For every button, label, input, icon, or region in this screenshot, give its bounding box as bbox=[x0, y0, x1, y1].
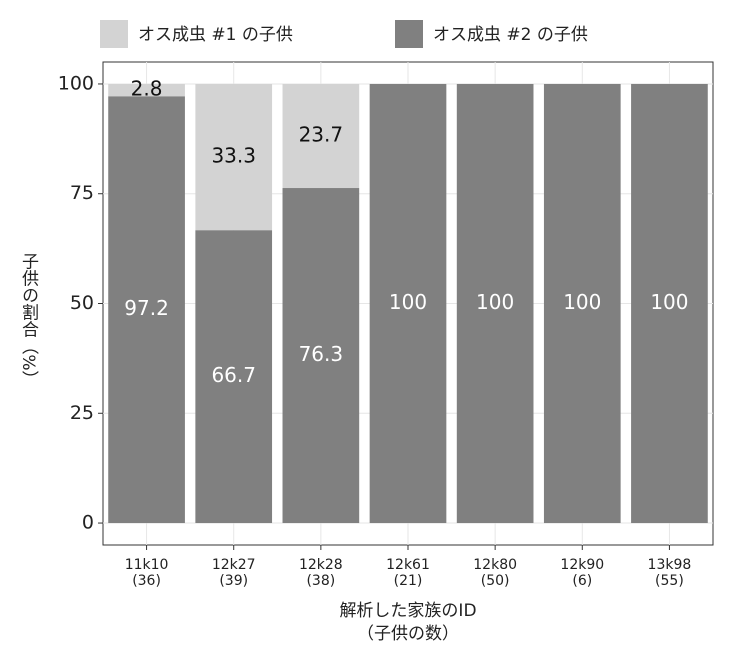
bar-segment bbox=[108, 96, 185, 524]
value-label: 23.7 bbox=[299, 122, 344, 146]
legend-swatch bbox=[100, 20, 128, 48]
bar-segment bbox=[282, 188, 360, 524]
x-axis-title: 解析した家族のID bbox=[339, 601, 476, 621]
value-label: 97.2 bbox=[124, 296, 169, 320]
y-axis-title: 子供の割合（%） bbox=[18, 252, 39, 387]
legend-label: オス成虫 #1 の子供 bbox=[138, 25, 293, 45]
bar-segment bbox=[456, 83, 534, 524]
x-tick-label: (36) bbox=[132, 573, 161, 589]
bar-segment bbox=[195, 230, 273, 524]
value-label: 100 bbox=[650, 290, 688, 314]
y-tick-label: 50 bbox=[70, 292, 94, 314]
y-tick-label: 0 bbox=[82, 512, 94, 534]
value-label: 100 bbox=[389, 290, 427, 314]
y-tick-label: 100 bbox=[58, 72, 94, 94]
x-axis-title: （子供の数） bbox=[357, 624, 459, 644]
legend-label: オス成虫 #2 の子供 bbox=[433, 25, 588, 45]
bar-segment bbox=[195, 83, 273, 231]
x-tick-label: 12k28 bbox=[299, 557, 343, 573]
x-tick-label: (38) bbox=[306, 573, 335, 589]
x-tick-label: (6) bbox=[572, 573, 592, 589]
bar-segment bbox=[282, 83, 360, 189]
y-tick-label: 25 bbox=[70, 402, 94, 424]
x-tick-label: (39) bbox=[219, 573, 248, 589]
x-tick-label: 12k27 bbox=[212, 557, 256, 573]
x-tick-label: (21) bbox=[394, 573, 423, 589]
y-tick-label: 75 bbox=[70, 182, 94, 204]
x-tick-label: 12k90 bbox=[560, 557, 604, 573]
value-label: 76.3 bbox=[299, 342, 344, 366]
bar-segment bbox=[108, 83, 185, 97]
legend-swatch bbox=[395, 20, 423, 48]
x-tick-label: (50) bbox=[481, 573, 510, 589]
x-tick-label: 11k10 bbox=[125, 557, 169, 573]
value-label: 2.8 bbox=[131, 77, 163, 101]
value-label: 100 bbox=[563, 290, 601, 314]
bar-segment bbox=[369, 83, 447, 524]
x-tick-label: 12k80 bbox=[473, 557, 517, 573]
bar-segment bbox=[543, 83, 621, 524]
value-label: 66.7 bbox=[211, 363, 256, 387]
bar-segment bbox=[631, 83, 708, 524]
value-label: 100 bbox=[476, 290, 514, 314]
value-label: 33.3 bbox=[211, 144, 256, 168]
x-tick-label: (55) bbox=[655, 573, 684, 589]
x-tick-label: 12k61 bbox=[386, 557, 430, 573]
x-tick-label: 13k98 bbox=[648, 557, 692, 573]
